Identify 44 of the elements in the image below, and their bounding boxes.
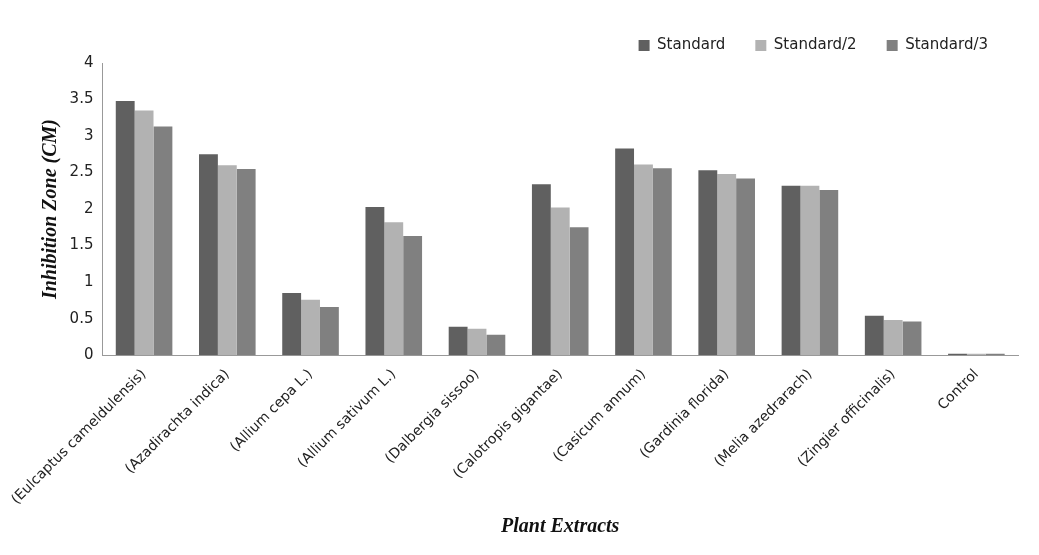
bar bbox=[652, 168, 672, 356]
bar bbox=[550, 207, 570, 356]
y-axis-title: Inhibition Zone (CM) bbox=[37, 119, 61, 301]
legend-label: Standard/3 bbox=[905, 35, 989, 54]
bar bbox=[717, 174, 737, 356]
bar bbox=[134, 110, 154, 356]
bar bbox=[301, 299, 320, 356]
bar bbox=[800, 185, 820, 356]
bar bbox=[902, 321, 922, 356]
y-tick-label: 0.5 bbox=[69, 308, 94, 327]
y-tick-label: 3.5 bbox=[69, 89, 94, 108]
bar bbox=[467, 328, 487, 356]
y-tick-label: 2 bbox=[83, 198, 94, 217]
bar bbox=[236, 168, 256, 356]
bar bbox=[883, 320, 903, 356]
bar bbox=[319, 306, 339, 356]
bar bbox=[736, 178, 755, 356]
bar bbox=[199, 154, 218, 356]
y-tick-label: 2.5 bbox=[69, 162, 94, 181]
bar bbox=[282, 293, 302, 356]
x-axis-title: Plant Extracts bbox=[500, 514, 620, 537]
bar bbox=[531, 184, 551, 356]
bar bbox=[448, 326, 468, 356]
legend-label: Standard bbox=[657, 35, 726, 54]
bar bbox=[153, 126, 173, 356]
y-tick-label: 0 bbox=[83, 345, 94, 364]
y-tick-label: 1.5 bbox=[69, 235, 94, 254]
bar bbox=[698, 170, 718, 356]
bar bbox=[781, 185, 801, 356]
bar bbox=[819, 190, 839, 356]
y-tick-label: 4 bbox=[83, 52, 94, 71]
y-tick-label: 1 bbox=[83, 271, 94, 290]
bar bbox=[115, 100, 135, 356]
bar bbox=[365, 206, 385, 356]
bar bbox=[615, 148, 635, 356]
bar bbox=[403, 236, 423, 356]
bar bbox=[217, 165, 237, 356]
bar bbox=[569, 227, 589, 356]
bar bbox=[384, 222, 404, 356]
y-tick-label: 3 bbox=[83, 125, 94, 144]
bar bbox=[486, 334, 506, 356]
bar bbox=[864, 315, 884, 356]
legend-label: Standard/2 bbox=[773, 35, 857, 54]
bar bbox=[634, 164, 653, 356]
